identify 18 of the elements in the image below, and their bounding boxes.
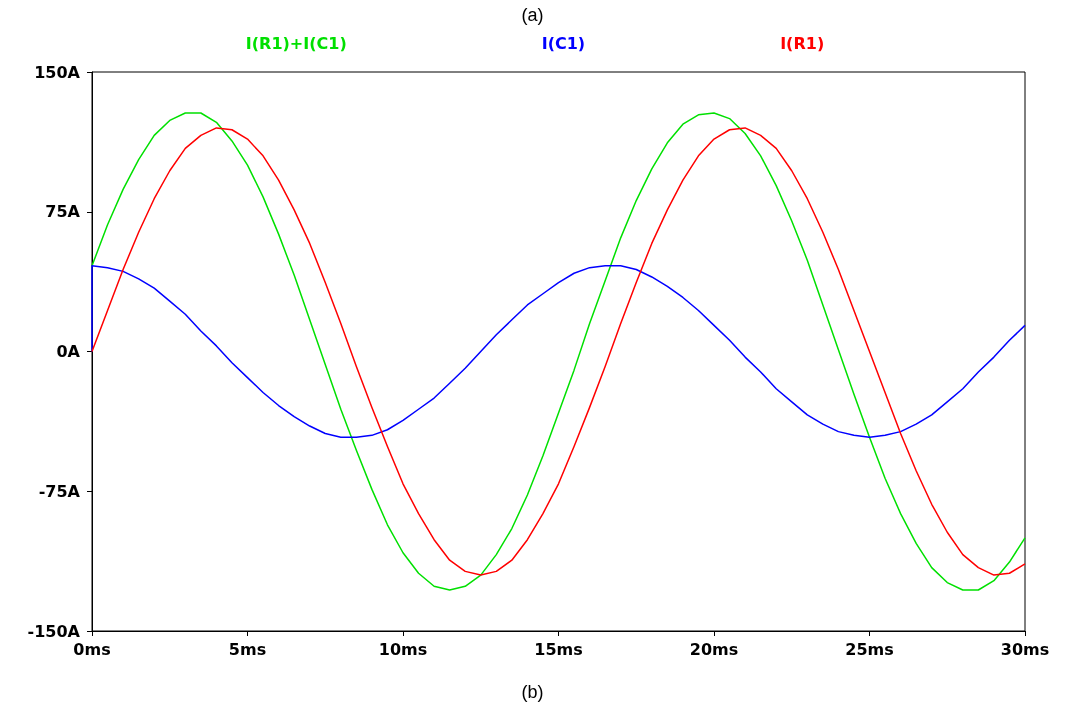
x-tick-label: 30ms (1000, 639, 1050, 659)
y-tick-label: -150A (27, 621, 81, 641)
line-series (91, 265, 1026, 438)
y-tick-label: -75A (38, 481, 81, 501)
x-tick-label: 20ms (689, 639, 739, 659)
y-tick-label: 150A (34, 62, 81, 82)
y-tick-label: 0A (56, 342, 81, 361)
x-tick-label: 25ms (845, 639, 894, 659)
text: I(C1) (541, 33, 586, 53)
text: (b) (521, 682, 544, 702)
x-tick-label: 15ms (534, 639, 583, 659)
x-tick-label: 0ms (73, 639, 111, 659)
y-tick-label: 75A (45, 202, 81, 222)
x-tick-label: 10ms (378, 639, 428, 659)
x-tick-label: 5ms (228, 639, 267, 659)
text: I(R1) (780, 33, 825, 53)
text: I(R1)+I(C1) (245, 33, 347, 53)
text: (a) (521, 5, 544, 25)
